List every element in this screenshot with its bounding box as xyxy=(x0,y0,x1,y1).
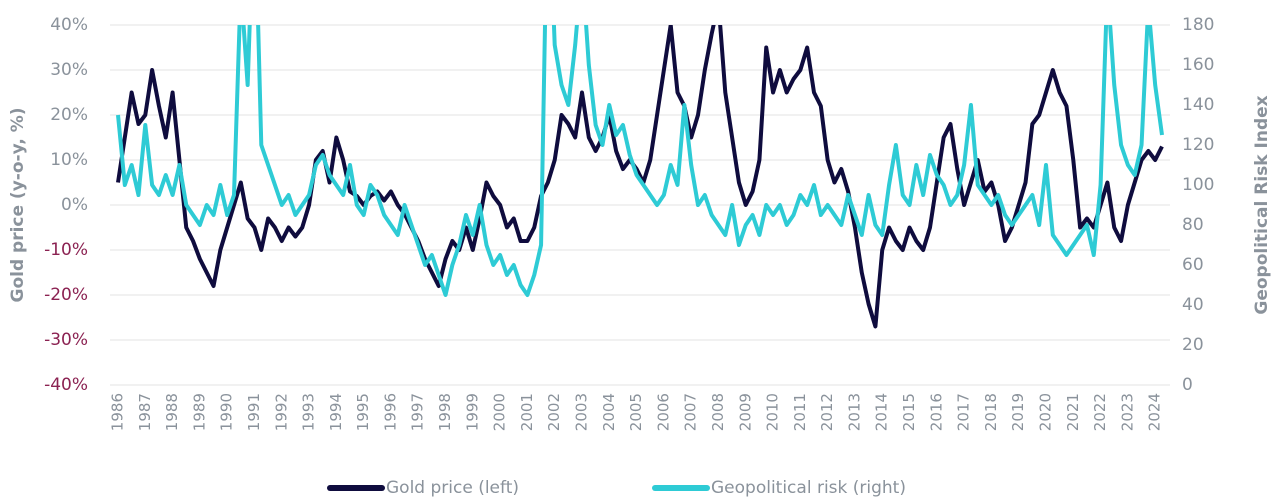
x-tick-label: 1988 xyxy=(163,393,181,431)
x-tick-label: 2013 xyxy=(845,393,863,431)
x-tick-label: 2010 xyxy=(764,393,782,431)
x-tick-label: 1986 xyxy=(109,393,127,431)
x-tick-label: 2006 xyxy=(654,393,672,431)
x-tick-label: 1997 xyxy=(409,393,427,431)
y-tick-label: -40% xyxy=(44,375,88,395)
y-tick-label: -10% xyxy=(44,240,88,260)
y-tick-label: -20% xyxy=(44,285,88,305)
y-tick-label: 30% xyxy=(50,60,88,80)
x-tick-label: 2024 xyxy=(1146,393,1164,431)
y2-axis-title: Geopolitical Risk Index xyxy=(1252,95,1272,314)
x-tick-label: 2008 xyxy=(709,393,727,431)
y-tick-label: 40% xyxy=(50,15,88,35)
y-tick-label: 0% xyxy=(61,195,88,215)
y2-tick-label: 80 xyxy=(1182,215,1204,235)
x-tick-label: 2021 xyxy=(1064,393,1082,431)
line-series xyxy=(116,25,1164,329)
x-tick-label: 2019 xyxy=(1009,393,1027,431)
x-tick-label: 1990 xyxy=(218,393,236,431)
x-tick-label: 2014 xyxy=(873,393,891,431)
x-tick-label: 1999 xyxy=(463,393,481,431)
x-tick-label: 2012 xyxy=(818,393,836,431)
y2-tick-label: 0 xyxy=(1182,375,1193,395)
y2-tick-label: 60 xyxy=(1182,255,1204,275)
x-tick-label: 1993 xyxy=(300,393,318,431)
x-tick-label: 2003 xyxy=(573,393,591,431)
y-tick-label: 20% xyxy=(50,105,88,125)
x-tick-label: 2023 xyxy=(1118,393,1136,431)
y-tick-label: -30% xyxy=(44,330,88,350)
y-tick-label: 10% xyxy=(50,150,88,170)
x-tick-label: 2017 xyxy=(955,393,973,431)
x-tick-label: 2004 xyxy=(600,393,618,431)
legend-label: Geopolitical risk (right) xyxy=(711,478,906,498)
x-tick-label: 1991 xyxy=(245,393,263,431)
y2-tick-label: 40 xyxy=(1182,295,1204,315)
x-tick-label: 2015 xyxy=(900,393,918,431)
x-tick-label: 2011 xyxy=(791,393,809,431)
x-tick-label: 1996 xyxy=(381,393,399,431)
x-tick-label: 2020 xyxy=(1037,393,1055,431)
x-tick-label: 2005 xyxy=(627,393,645,431)
y2-tick-label: 100 xyxy=(1182,175,1214,195)
x-tick-label: 1992 xyxy=(272,393,290,431)
x-tick-label: 2009 xyxy=(736,393,754,431)
x-tick-label: 1998 xyxy=(436,393,454,431)
x-tick-label: 2000 xyxy=(491,393,509,431)
x-tick-label: 1987 xyxy=(136,393,154,431)
x-tick-label: 2018 xyxy=(982,393,1000,431)
y-axis-title: Gold price (y-o-y, %) xyxy=(8,107,28,302)
y2-tick-label: 160 xyxy=(1182,55,1214,75)
x-tick-label: 2022 xyxy=(1091,393,1109,431)
y2-tick-label: 140 xyxy=(1182,95,1214,115)
x-tick-label: 1994 xyxy=(327,393,345,431)
y2-tick-label: 20 xyxy=(1182,335,1204,355)
legend-label: Gold price (left) xyxy=(386,478,519,498)
y2-tick-label: 120 xyxy=(1182,135,1214,155)
x-tick-label: 2016 xyxy=(927,393,945,431)
x-tick-label: 1989 xyxy=(190,393,208,431)
plot-area xyxy=(116,25,1164,329)
line-series xyxy=(116,25,1164,297)
x-tick-label: 2007 xyxy=(682,393,700,431)
y2-tick-label: 180 xyxy=(1182,15,1214,35)
x-tick-label: 2001 xyxy=(518,393,536,431)
x-tick-label: 1995 xyxy=(354,393,372,431)
x-tick-label: 2002 xyxy=(545,393,563,431)
